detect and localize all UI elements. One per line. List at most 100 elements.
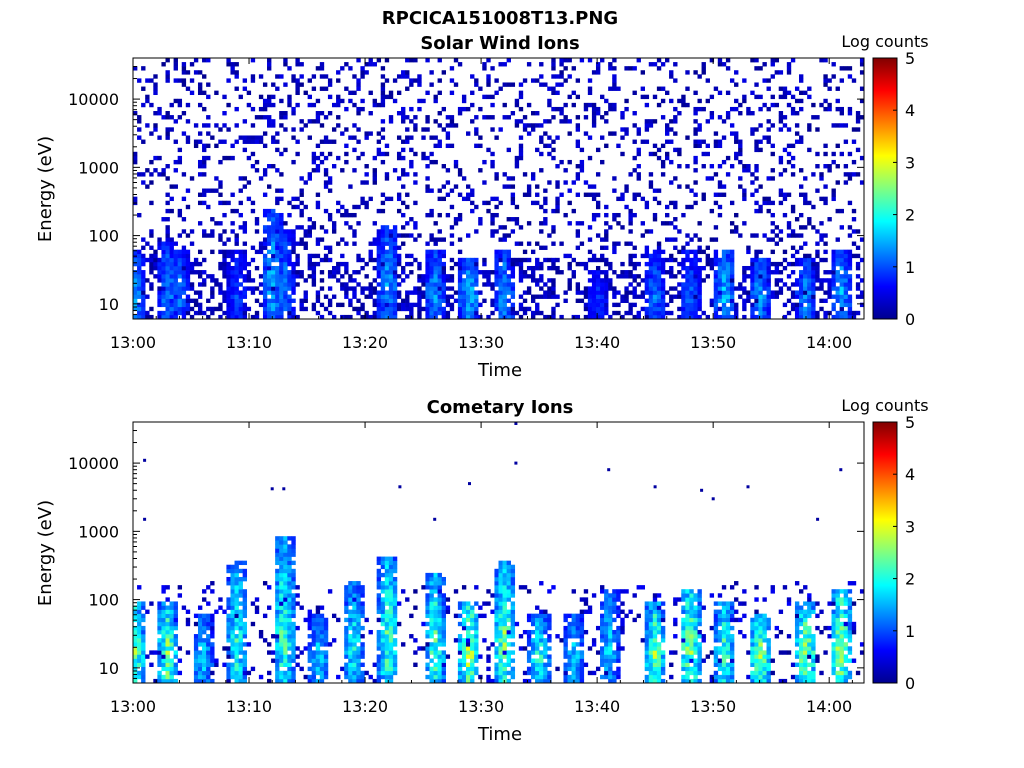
- heatmap-cell: [457, 306, 463, 312]
- heatmap-cell: [474, 274, 479, 279]
- heatmap-cell: [721, 253, 727, 259]
- heatmap-cell: [766, 135, 771, 140]
- heatmap-cell: [843, 294, 849, 299]
- heatmap-cell: [632, 168, 637, 173]
- heatmap-cell: [823, 196, 828, 202]
- heatmap-cell: [149, 282, 154, 287]
- heatmap-cell: [502, 115, 507, 120]
- heatmap-cell: [307, 229, 312, 234]
- heatmap-cell: [303, 233, 308, 238]
- heatmap-cell: [275, 576, 280, 582]
- heatmap-cell: [843, 261, 849, 267]
- heatmap-cell: [413, 650, 418, 655]
- heatmap-cell: [291, 78, 296, 83]
- heatmap-cell: [165, 233, 170, 238]
- heatmap-cell: [331, 225, 337, 230]
- heatmap-cell: [457, 658, 463, 663]
- heatmap-cell: [238, 670, 243, 676]
- heatmap-cell: [210, 613, 215, 619]
- heatmap-cell: [283, 646, 288, 651]
- heatmap-cell: [210, 274, 215, 279]
- heatmap-cell: [782, 302, 788, 308]
- heatmap-cell: [815, 261, 820, 267]
- heatmap-cell: [254, 609, 260, 614]
- heatmap-cell: [307, 674, 312, 680]
- heatmap-cell: [344, 589, 349, 594]
- heatmap-cell: [165, 674, 170, 680]
- heatmap-cell: [595, 302, 601, 308]
- heatmap-cell: [392, 225, 398, 230]
- heatmap-cell: [466, 629, 471, 635]
- heatmap-cell: [742, 265, 747, 271]
- heatmap-cell: [376, 629, 382, 635]
- heatmap-cell: [380, 670, 386, 676]
- heatmap-cell: [701, 151, 706, 157]
- heatmap-cell: [327, 139, 333, 144]
- heatmap-cell: [587, 306, 593, 312]
- heatmap-cell: [295, 314, 300, 320]
- heatmap-cell: [384, 78, 390, 83]
- heatmap-cell: [490, 310, 495, 316]
- heatmap-cell: [474, 257, 479, 263]
- heatmap-cell: [145, 257, 150, 263]
- heatmap-cell: [681, 310, 686, 316]
- heatmap-cell: [746, 164, 751, 169]
- heatmap-cell: [234, 568, 239, 574]
- heatmap-cell: [344, 629, 349, 635]
- heatmap-cell: [429, 306, 434, 312]
- heatmap-cell: [636, 131, 641, 136]
- heatmap-cell: [725, 282, 731, 287]
- heatmap-cell: [709, 265, 715, 271]
- heatmap-cell: [384, 278, 390, 283]
- heatmap-cell: [555, 302, 560, 308]
- heatmap-cell: [271, 253, 276, 259]
- heatmap-cell: [262, 102, 268, 108]
- heatmap-cell: [392, 253, 398, 259]
- heatmap-cell: [291, 159, 296, 165]
- heatmap-cell: [283, 233, 288, 238]
- heatmap-cell: [831, 188, 836, 193]
- heatmap-cell: [535, 278, 540, 283]
- heatmap-cell: [396, 245, 402, 250]
- heatmap-cell: [181, 131, 187, 136]
- heatmap-cell: [230, 143, 235, 149]
- heatmap-cell: [193, 143, 199, 149]
- heatmap-cell: [356, 589, 361, 594]
- heatmap-cell: [466, 605, 471, 610]
- heatmap-cell: [287, 282, 292, 287]
- heatmap-cell: [214, 221, 219, 226]
- heatmap-cell: [551, 241, 556, 246]
- heatmap-cell: [319, 629, 325, 635]
- heatmap-cell: [855, 253, 861, 259]
- heatmap-cell: [526, 306, 532, 312]
- heatmap-cell: [616, 274, 621, 279]
- heatmap-cell: [461, 282, 467, 287]
- heatmap-cell: [218, 314, 223, 320]
- heatmap-cell: [595, 66, 601, 71]
- heatmap-cell: [514, 241, 520, 246]
- heatmap-cell: [470, 286, 475, 291]
- heatmap-cell: [835, 257, 840, 263]
- heatmap-cell: [165, 646, 170, 651]
- heatmap-cell: [169, 621, 174, 627]
- heatmap-cell: [725, 274, 731, 279]
- heatmap-cell: [287, 200, 292, 206]
- heatmap-cell: [181, 298, 187, 303]
- heatmap-cell: [348, 274, 353, 279]
- heatmap-cell: [315, 298, 321, 303]
- heatmap-cell: [380, 82, 386, 87]
- heatmap-cell: [429, 597, 434, 602]
- heatmap-cell: [242, 670, 248, 676]
- heatmap-cell: [283, 674, 288, 680]
- heatmap-cell: [433, 662, 438, 667]
- heatmap-cell: [595, 204, 601, 210]
- heatmap-cell: [279, 278, 284, 283]
- heatmap-cell: [368, 111, 373, 116]
- heatmap-cell: [177, 310, 183, 316]
- heatmap-cell: [656, 290, 662, 295]
- heatmap-cell: [794, 278, 800, 283]
- heatmap-cell: [283, 298, 288, 303]
- heatmap-cell: [470, 666, 475, 672]
- heatmap-cell: [563, 253, 568, 259]
- heatmap-cell: [490, 94, 495, 100]
